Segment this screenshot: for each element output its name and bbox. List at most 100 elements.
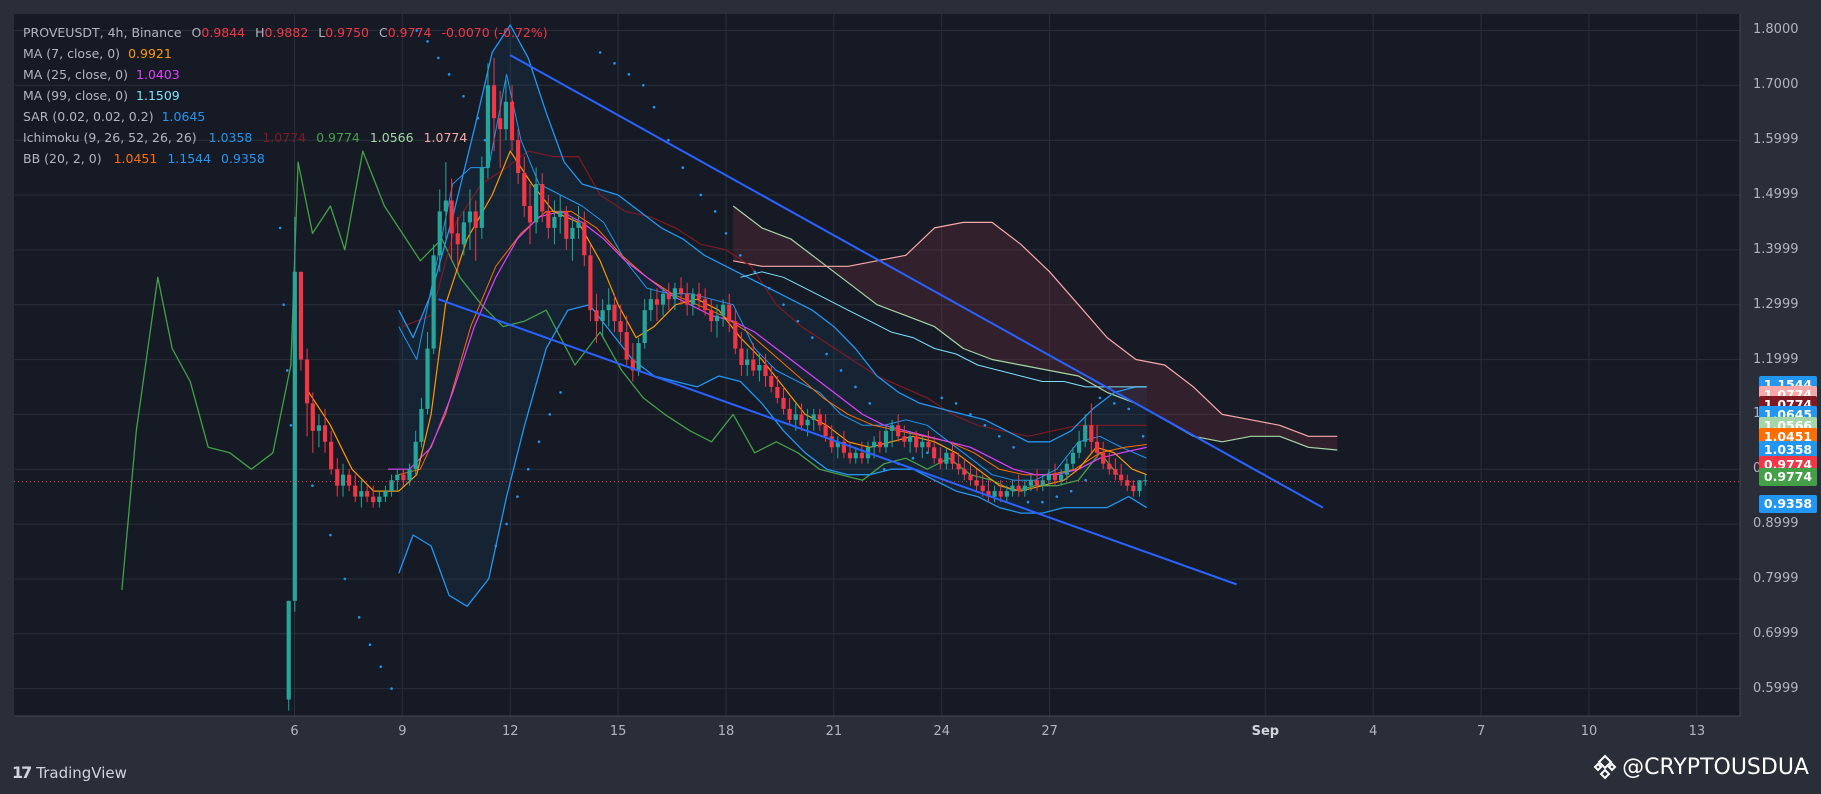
sar-dot [1055,495,1059,498]
bb-label: BB (20, 2, 0) [23,151,102,166]
candle-body [739,348,744,365]
candle-body [606,304,611,311]
candle-body [733,321,738,349]
candle-body [835,441,840,448]
sar-dot [983,424,987,427]
candle-body [714,315,720,322]
candle-body [703,299,708,311]
candle-body [286,600,291,700]
sar-dot [476,116,480,120]
sar-dot [1026,500,1030,504]
sar-dot [516,495,519,498]
candle-body [1046,474,1051,481]
candle-body [298,271,304,360]
sar-dot [782,303,785,306]
sar-dot [598,51,602,54]
candle-body [449,200,454,234]
candle-body [757,365,762,371]
sar-dot [357,615,361,619]
sar-dot [1069,489,1073,493]
sar-dot [343,577,347,581]
ichimoku-tenkan-value: 1.0358 [208,130,253,145]
sar-dot [311,484,314,487]
sar-dot [940,396,944,400]
candle-body [600,310,605,322]
close-value: 0.9774 [387,25,432,40]
sar-value: 1.0645 [161,109,206,124]
candle-body [1059,474,1064,481]
timeframe[interactable]: 4h [107,25,124,40]
candle-body [1076,441,1082,453]
candle-body [751,359,756,371]
candle-body [829,436,834,448]
price-scale-label: 1.0358 [1759,440,1817,459]
candle-body [672,288,678,300]
bb-lower-value: 0.9358 [221,151,265,166]
ichimoku-kijun-value: 1.0774 [262,130,307,145]
sar-dot [278,226,282,230]
candle-body [883,430,889,448]
candle-body [552,216,557,228]
candle-body [847,452,853,459]
legend-ma25[interactable]: MA (25, close, 0) 1.0403 [23,64,554,85]
candle-body [787,408,792,420]
candle-body [1125,480,1130,486]
ichimoku-kijun-line [402,150,1147,437]
x-tick-label: 12 [501,724,519,739]
candle-body [594,310,599,322]
bb-upper-line [398,24,1147,443]
candle-body [455,233,460,245]
ichimoku-label: Ichimoku (9, 26, 52, 26, 26) [23,130,197,145]
candle-body [413,441,418,470]
candle-body [558,211,563,217]
legend-ma7[interactable]: MA (7, close, 0) 0.9921 [23,43,554,64]
y-tick-label: 1.2999 [1753,296,1799,312]
candle-body [896,425,901,437]
candle-body [1064,463,1069,475]
candle-body [371,496,376,503]
candle-body [956,463,961,470]
candle-body [980,485,985,492]
candle-body [992,491,997,497]
candle-body [509,101,515,141]
candle-body [745,359,750,365]
candle-body [316,425,322,431]
candle-body [540,184,545,212]
candle-body [648,299,653,311]
legend-ma99[interactable]: MA (99, close, 0) 1.1509 [23,85,554,106]
candle-body [467,211,473,223]
candle-body [359,491,364,497]
sar-dot [548,413,552,416]
legend-ichimoku[interactable]: Ichimoku (9, 26, 52, 26, 26) 1.0358 1.07… [23,127,554,148]
price-scale-label: 0.9774 [1759,468,1817,487]
legend-sar[interactable]: SAR (0.02, 0.02, 0.2) 1.0645 [23,106,554,127]
binance-diamond-icon [1593,754,1617,780]
candle-body [781,397,786,409]
candle-body [799,414,804,426]
legend-bb[interactable]: BB (20, 2, 0) 1.0451 1.1544 0.9358 [23,148,554,169]
trendline-upper [509,54,1324,509]
y-tick-label: 1.7000 [1753,77,1799,93]
watermark-text: @CRYPTOUSDUA [1622,754,1809,780]
candle-body [322,425,328,442]
candle-body [932,447,937,459]
sar-dot [882,467,886,471]
candle-body [618,321,623,333]
tradingview-logo[interactable]: 17 TradingView [12,763,127,782]
ichimoku-tenkan-line [398,73,1147,481]
candle-body [636,343,641,371]
candle-body [365,491,370,497]
candle-body [986,491,991,497]
symbol-name[interactable]: PROVEUSDT [23,25,100,40]
candle-body [425,348,430,409]
candle-body [902,436,907,442]
sar-dot [1141,434,1145,438]
sar-dot [652,105,656,109]
price-scale-label: 0.9358 [1759,495,1817,514]
candle-body [775,386,780,398]
candle-body [1034,480,1040,486]
candle-body [335,469,340,486]
candle-body [1010,485,1015,492]
candle-body [485,85,491,168]
